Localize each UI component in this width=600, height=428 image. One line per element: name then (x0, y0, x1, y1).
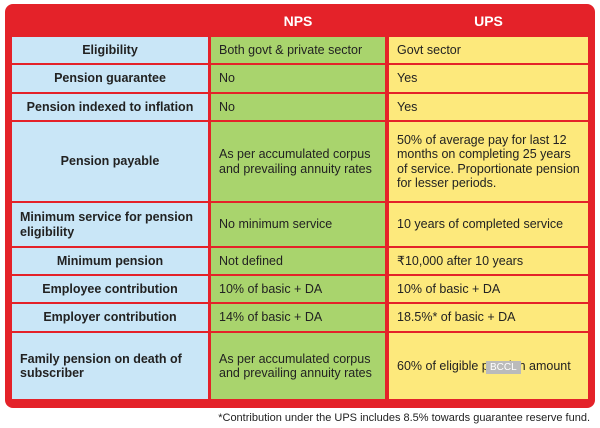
column-header: NPS (283, 12, 313, 29)
cell-text: Yes (389, 65, 588, 92)
row-label: Pension guarantee (12, 65, 208, 92)
row-label: Employee contribution (12, 276, 208, 302)
cell-text: 10% of basic + DA (211, 276, 385, 302)
row-label: Family pension on death of subscriber (12, 333, 208, 399)
row-label: Minimum service for pension eligibility (12, 203, 208, 246)
cell-text: 10% of basic + DA (389, 276, 588, 302)
cell-text: Yes (389, 94, 588, 120)
cell-text: Govt sector (389, 37, 588, 63)
row-label: Pension payable (12, 122, 208, 201)
column-header: UPS (474, 12, 503, 29)
cell-text: Not defined (211, 248, 385, 274)
cell-text: ₹10,000 after 10 years (389, 248, 588, 274)
cell-text: As per accumulated corpus and prevailing… (211, 333, 385, 399)
cell-text: No (211, 94, 385, 120)
footnote: *Contribution under the UPS includes 8.5… (218, 412, 590, 424)
row-label: Pension indexed to inflation (12, 94, 208, 120)
cell-text: No (211, 65, 385, 92)
cell-text: As per accumulated corpus and prevailing… (211, 122, 385, 201)
cell-text: No minimum service (211, 203, 385, 246)
cell-text: 50% of average pay for last 12 months on… (389, 122, 588, 201)
cell-text: 18.5%* of basic + DA (389, 304, 588, 331)
row-label: Eligibility (12, 37, 208, 63)
cell-text: 14% of basic + DA (211, 304, 385, 331)
cell-text: 10 years of completed service (389, 203, 588, 246)
row-label: Minimum pension (12, 248, 208, 274)
row-label: Employer contribution (12, 304, 208, 331)
watermark: BCCL (486, 361, 521, 374)
cell-text: Both govt & private sector (211, 37, 385, 63)
